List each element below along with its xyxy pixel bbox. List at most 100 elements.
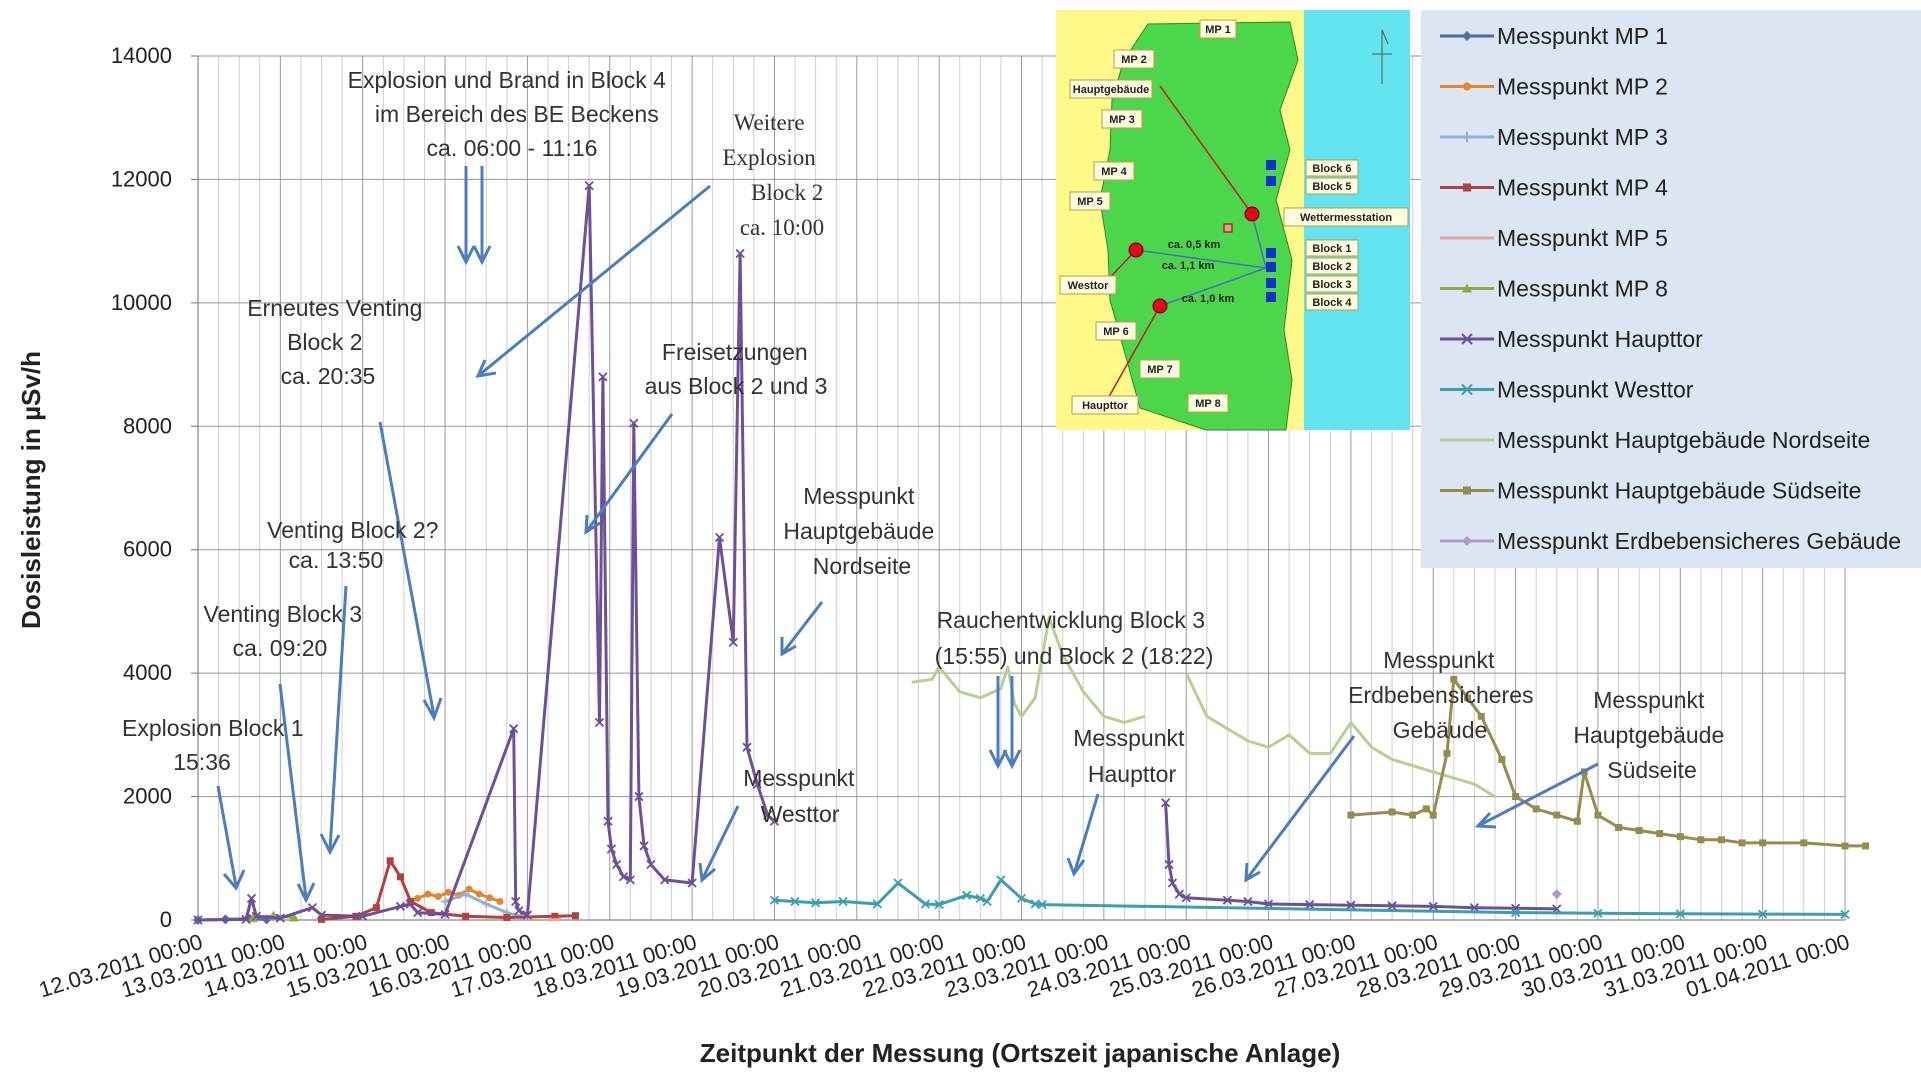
legend-item: Messpunkt Westtor (1440, 377, 1694, 403)
map-block-3 (1266, 278, 1276, 288)
annotations: Explosion Block 1 15:36 Venting Block 3 … (122, 67, 1724, 827)
annotation-nordseite: Messpunkt Hauptgebäude Nordseite (783, 483, 940, 579)
legend-label: Messpunkt Westtor (1497, 377, 1694, 403)
arrow-erdbeben (1244, 735, 1356, 881)
map-label-box (1093, 161, 1135, 181)
data-point (475, 890, 483, 898)
legend-label: Messpunkt Hauptgebäude Südseite (1497, 478, 1861, 504)
data-point (598, 372, 608, 382)
arrowhead-erdbeben (1244, 862, 1261, 883)
data-point (634, 791, 644, 802)
data-point (1738, 839, 1746, 847)
data-point (1675, 909, 1685, 919)
data-point (1243, 896, 1253, 907)
map-label-box (1305, 257, 1359, 275)
map-label-box (1187, 393, 1229, 413)
data-point (1510, 907, 1521, 918)
data-point (509, 724, 519, 734)
data-point (714, 532, 725, 543)
data-point (920, 899, 931, 909)
legend-label: Messpunkt MP 5 (1497, 225, 1668, 251)
map-label-box (1199, 19, 1237, 39)
legend-item: Messpunkt MP 4 (1440, 175, 1668, 201)
annotation-explosion-block4: Explosion und Brand in Block 4 im Bereic… (348, 67, 673, 161)
data-point (496, 897, 504, 905)
data-point (358, 911, 368, 921)
map-label-text: Westtor (1068, 280, 1109, 292)
data-point (241, 914, 251, 925)
arrowhead-venting-block3 (296, 882, 316, 904)
data-point (511, 896, 521, 907)
legend-marker (1462, 31, 1472, 41)
annotation-explosion-block1: Explosion Block 1 15:36 (122, 715, 310, 775)
map-label-text: MP 3 (1109, 114, 1134, 126)
arrowhead-erneutes-venting (422, 697, 443, 722)
arrowhead-freisetzungen (584, 514, 601, 535)
map-block-4 (1266, 292, 1276, 302)
map-label: Haupttor (1071, 395, 1139, 415)
series-line (774, 878, 1846, 916)
data-point (1553, 811, 1561, 819)
series-messpunkt-erdbebensicheres-geb-ude (1551, 889, 1562, 900)
series-messpunkt-westtor (769, 875, 1850, 920)
arrowhead-explosion-block1 (222, 869, 246, 891)
data-point (687, 878, 697, 888)
arrow-suedseite (1477, 762, 1599, 828)
data-point (893, 878, 903, 888)
data-point (1469, 903, 1480, 913)
data-point (625, 875, 635, 885)
data-point (660, 875, 670, 885)
map-label-box (1305, 177, 1359, 195)
y-tick-label: 2000 (123, 784, 172, 809)
inset-site-map: MP 1 MP 2 Hauptgebäude MP 3 MP 4 MP 5 Block 6 B… (1056, 10, 1410, 431)
y-tick-label: 12000 (111, 166, 172, 191)
data-point (1160, 798, 1171, 808)
data-point (462, 912, 470, 920)
annotation-line: Block 2 (751, 180, 823, 205)
data-point (1016, 893, 1027, 904)
map-label: MP 6 (1095, 321, 1137, 341)
arrow-weitere-explosion (477, 184, 711, 378)
map-distance-haupttor (1159, 267, 1267, 307)
map-label: MP 7 (1139, 359, 1181, 379)
map-label-box (1305, 239, 1359, 257)
data-point (629, 418, 639, 428)
data-point (1573, 817, 1581, 825)
map-marker-erdbeben (1223, 223, 1233, 233)
map-label-text: Wettermesstation (1300, 212, 1392, 224)
map-label-text: MP 7 (1147, 364, 1172, 376)
annotation-line: ca. 06:00 - 11:16 (427, 135, 598, 161)
annotation-line: ca. 13:50 (289, 547, 384, 573)
data-point (434, 893, 442, 901)
arrowhead-westtor (698, 862, 716, 883)
annotation-line: Explosion (722, 145, 816, 170)
series-messpunkt-mp-5 (547, 917, 562, 922)
arrowhead-block4-b (472, 245, 492, 266)
data-point (1428, 901, 1438, 912)
arrow-freisetzungen (584, 413, 674, 533)
map-label-text: Block 1 (1312, 243, 1351, 255)
x-axis-title: Zeitpunkt der Messung (Ortszeit japanisc… (700, 1038, 1340, 1068)
map-label-text: ca. 0,5 km (1168, 239, 1221, 251)
annotation-line: Freisetzungen (662, 339, 808, 365)
data-point (810, 898, 821, 908)
data-point (522, 910, 533, 920)
annotation-line: Südseite (1607, 757, 1697, 783)
data-point (1498, 756, 1506, 764)
map-marker-haupttor (1152, 298, 1168, 314)
data-point (1635, 827, 1643, 835)
data-point (1551, 889, 1562, 900)
legend-background (1421, 10, 1921, 568)
map-label-text: Haupttor (1082, 400, 1129, 412)
map-distance-wetter (1251, 213, 1267, 269)
data-point (639, 841, 649, 851)
data-point (1759, 839, 1767, 847)
y-axis-title: Dosisleistung in µSv/h (16, 351, 46, 629)
annotation-venting-block2: Venting Block 2? ca. 13:50 (267, 517, 445, 573)
data-point (1676, 833, 1684, 841)
map-label-text: MP 6 (1103, 326, 1128, 338)
arrow-westtor (700, 805, 740, 881)
data-point (1615, 823, 1623, 831)
data-point (1697, 836, 1705, 844)
map-compass (1372, 29, 1392, 84)
